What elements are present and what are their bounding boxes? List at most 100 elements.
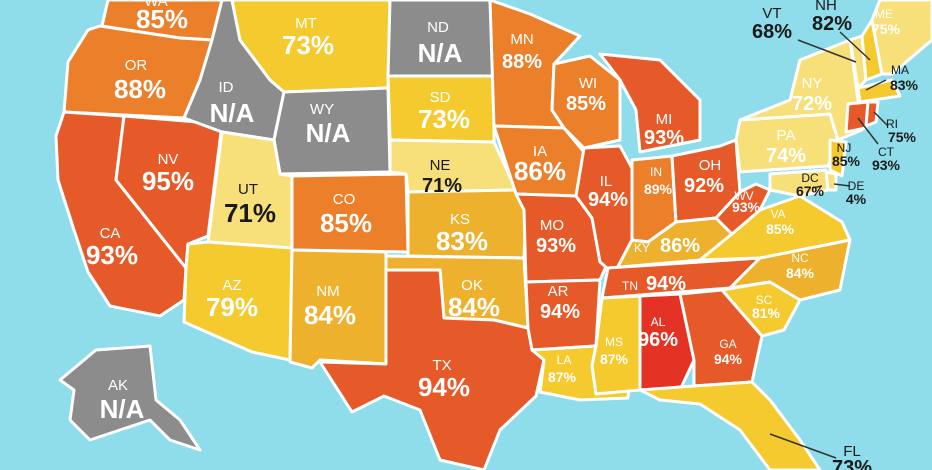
label-il-value: 94%	[588, 189, 628, 211]
state-nm[interactable]	[288, 248, 388, 370]
state-wi[interactable]	[550, 54, 622, 150]
label-al-abbr: AL	[651, 315, 666, 329]
label-sd-abbr: SD	[430, 89, 451, 106]
label-mo-value: 93%	[536, 235, 576, 257]
label-al-value: 96%	[638, 329, 678, 351]
label-in-value: 89%	[644, 181, 673, 197]
label-or-value: 88%	[114, 74, 166, 104]
state-ri[interactable]	[864, 100, 880, 128]
label-fl-abbr: FL	[843, 443, 861, 460]
label-de-value: 4%	[846, 191, 867, 207]
label-mn-abbr: MN	[510, 31, 533, 48]
label-nc-value: 84%	[786, 265, 815, 281]
state-me[interactable]	[870, 0, 932, 76]
label-wy-abbr: WY	[310, 101, 334, 118]
label-ar-abbr: AR	[548, 283, 569, 300]
label-ga-value: 94%	[714, 351, 743, 367]
label-ma-value: 83%	[890, 77, 919, 93]
label-ut-abbr: UT	[238, 181, 258, 198]
leader-ma	[865, 79, 887, 91]
state-wy[interactable]	[272, 86, 392, 176]
label-ne-abbr: NE	[430, 157, 451, 174]
label-ca-value: 93%	[86, 240, 138, 270]
label-wa-abbr: WA	[144, 0, 168, 10]
label-ms-abbr: MS	[605, 335, 623, 349]
label-ct-value: 93%	[872, 157, 901, 173]
label-pa-abbr: PA	[777, 127, 796, 144]
label-ky-value: 86%	[660, 235, 700, 257]
label-or-abbr: OR	[125, 57, 148, 74]
label-ne-value: 71%	[422, 175, 462, 197]
leader-dc	[811, 185, 823, 189]
state-nj[interactable]	[828, 138, 848, 178]
label-tx-value: 94%	[418, 372, 470, 402]
label-nm-abbr: NM	[316, 283, 339, 300]
label-wi-abbr: WI	[579, 75, 597, 92]
label-wa-value: 85%	[136, 4, 188, 34]
label-fl-value: 73%	[832, 457, 872, 470]
label-tx-abbr: TX	[432, 357, 451, 374]
label-ak-abbr: AK	[108, 377, 128, 394]
label-ri-abbr: RI	[886, 117, 898, 131]
label-sc-abbr: SC	[756, 293, 773, 307]
label-wi-value: 85%	[566, 93, 606, 115]
label-az-abbr: AZ	[222, 277, 241, 294]
state-fl[interactable]	[638, 380, 822, 470]
label-vt-abbr: VT	[762, 5, 781, 22]
state-ny[interactable]	[738, 38, 864, 142]
label-dc-abbr: DC	[801, 171, 819, 185]
label-ak-value: N/A	[100, 394, 145, 424]
label-ga-abbr: GA	[719, 337, 736, 351]
leader-vt	[797, 39, 857, 63]
label-la-value: 87%	[548, 369, 577, 385]
label-me-value: 75%	[872, 21, 901, 37]
label-mn-value: 88%	[502, 51, 542, 73]
label-ia-value: 86%	[514, 156, 566, 186]
leader-fl	[769, 433, 837, 459]
label-ma-abbr: MA	[891, 63, 909, 77]
label-oh-abbr: OH	[699, 157, 722, 174]
label-wy-value: N/A	[306, 118, 351, 148]
label-il-abbr: IL	[600, 173, 613, 190]
label-va-value: 85%	[766, 221, 795, 237]
label-ny-abbr: NY	[802, 75, 823, 92]
state-md-dc[interactable]	[768, 168, 830, 198]
label-mo-abbr: MO	[540, 217, 564, 234]
label-nh-value: 82%	[812, 13, 852, 35]
label-sc-value: 81%	[752, 305, 781, 321]
label-ok-abbr: OK	[461, 277, 483, 294]
leader-de	[833, 183, 851, 187]
label-pa-value: 74%	[766, 145, 806, 167]
label-co-value: 85%	[320, 208, 372, 238]
leader-ct	[857, 117, 879, 145]
label-ia-abbr: IA	[533, 143, 547, 160]
label-nj-abbr: NJ	[837, 141, 852, 155]
leader-nh	[839, 31, 871, 61]
label-nv-abbr: NV	[158, 151, 179, 168]
label-id-value: N/A	[210, 98, 255, 128]
state-mi[interactable]	[598, 52, 702, 154]
label-ar-value: 94%	[540, 301, 580, 323]
state-al[interactable]	[638, 292, 696, 392]
label-mi-abbr: MI	[656, 111, 673, 128]
label-oh-value: 92%	[684, 175, 724, 197]
leader-ri	[873, 111, 889, 127]
label-ut-value: 71%	[224, 198, 276, 228]
label-ca-abbr: CA	[100, 225, 121, 242]
label-ri-value: 75%	[888, 129, 917, 145]
state-ak[interactable]	[58, 344, 202, 452]
label-mt-value: 73%	[282, 30, 334, 60]
label-nm-value: 84%	[304, 300, 356, 330]
label-ct-abbr: CT	[878, 145, 895, 159]
label-ky-abbr: KY	[634, 241, 650, 255]
label-co-abbr: CO	[333, 191, 356, 208]
label-de-abbr: DE	[848, 179, 865, 193]
label-nh-abbr: NH	[815, 0, 837, 14]
label-az-value: 79%	[206, 292, 258, 322]
label-wv-value: 93%	[732, 199, 761, 215]
label-nd-value: N/A	[418, 38, 463, 68]
state-tx[interactable]	[318, 268, 546, 470]
label-tn-abbr: TN	[622, 279, 638, 293]
label-tn-value: 94%	[646, 273, 686, 295]
